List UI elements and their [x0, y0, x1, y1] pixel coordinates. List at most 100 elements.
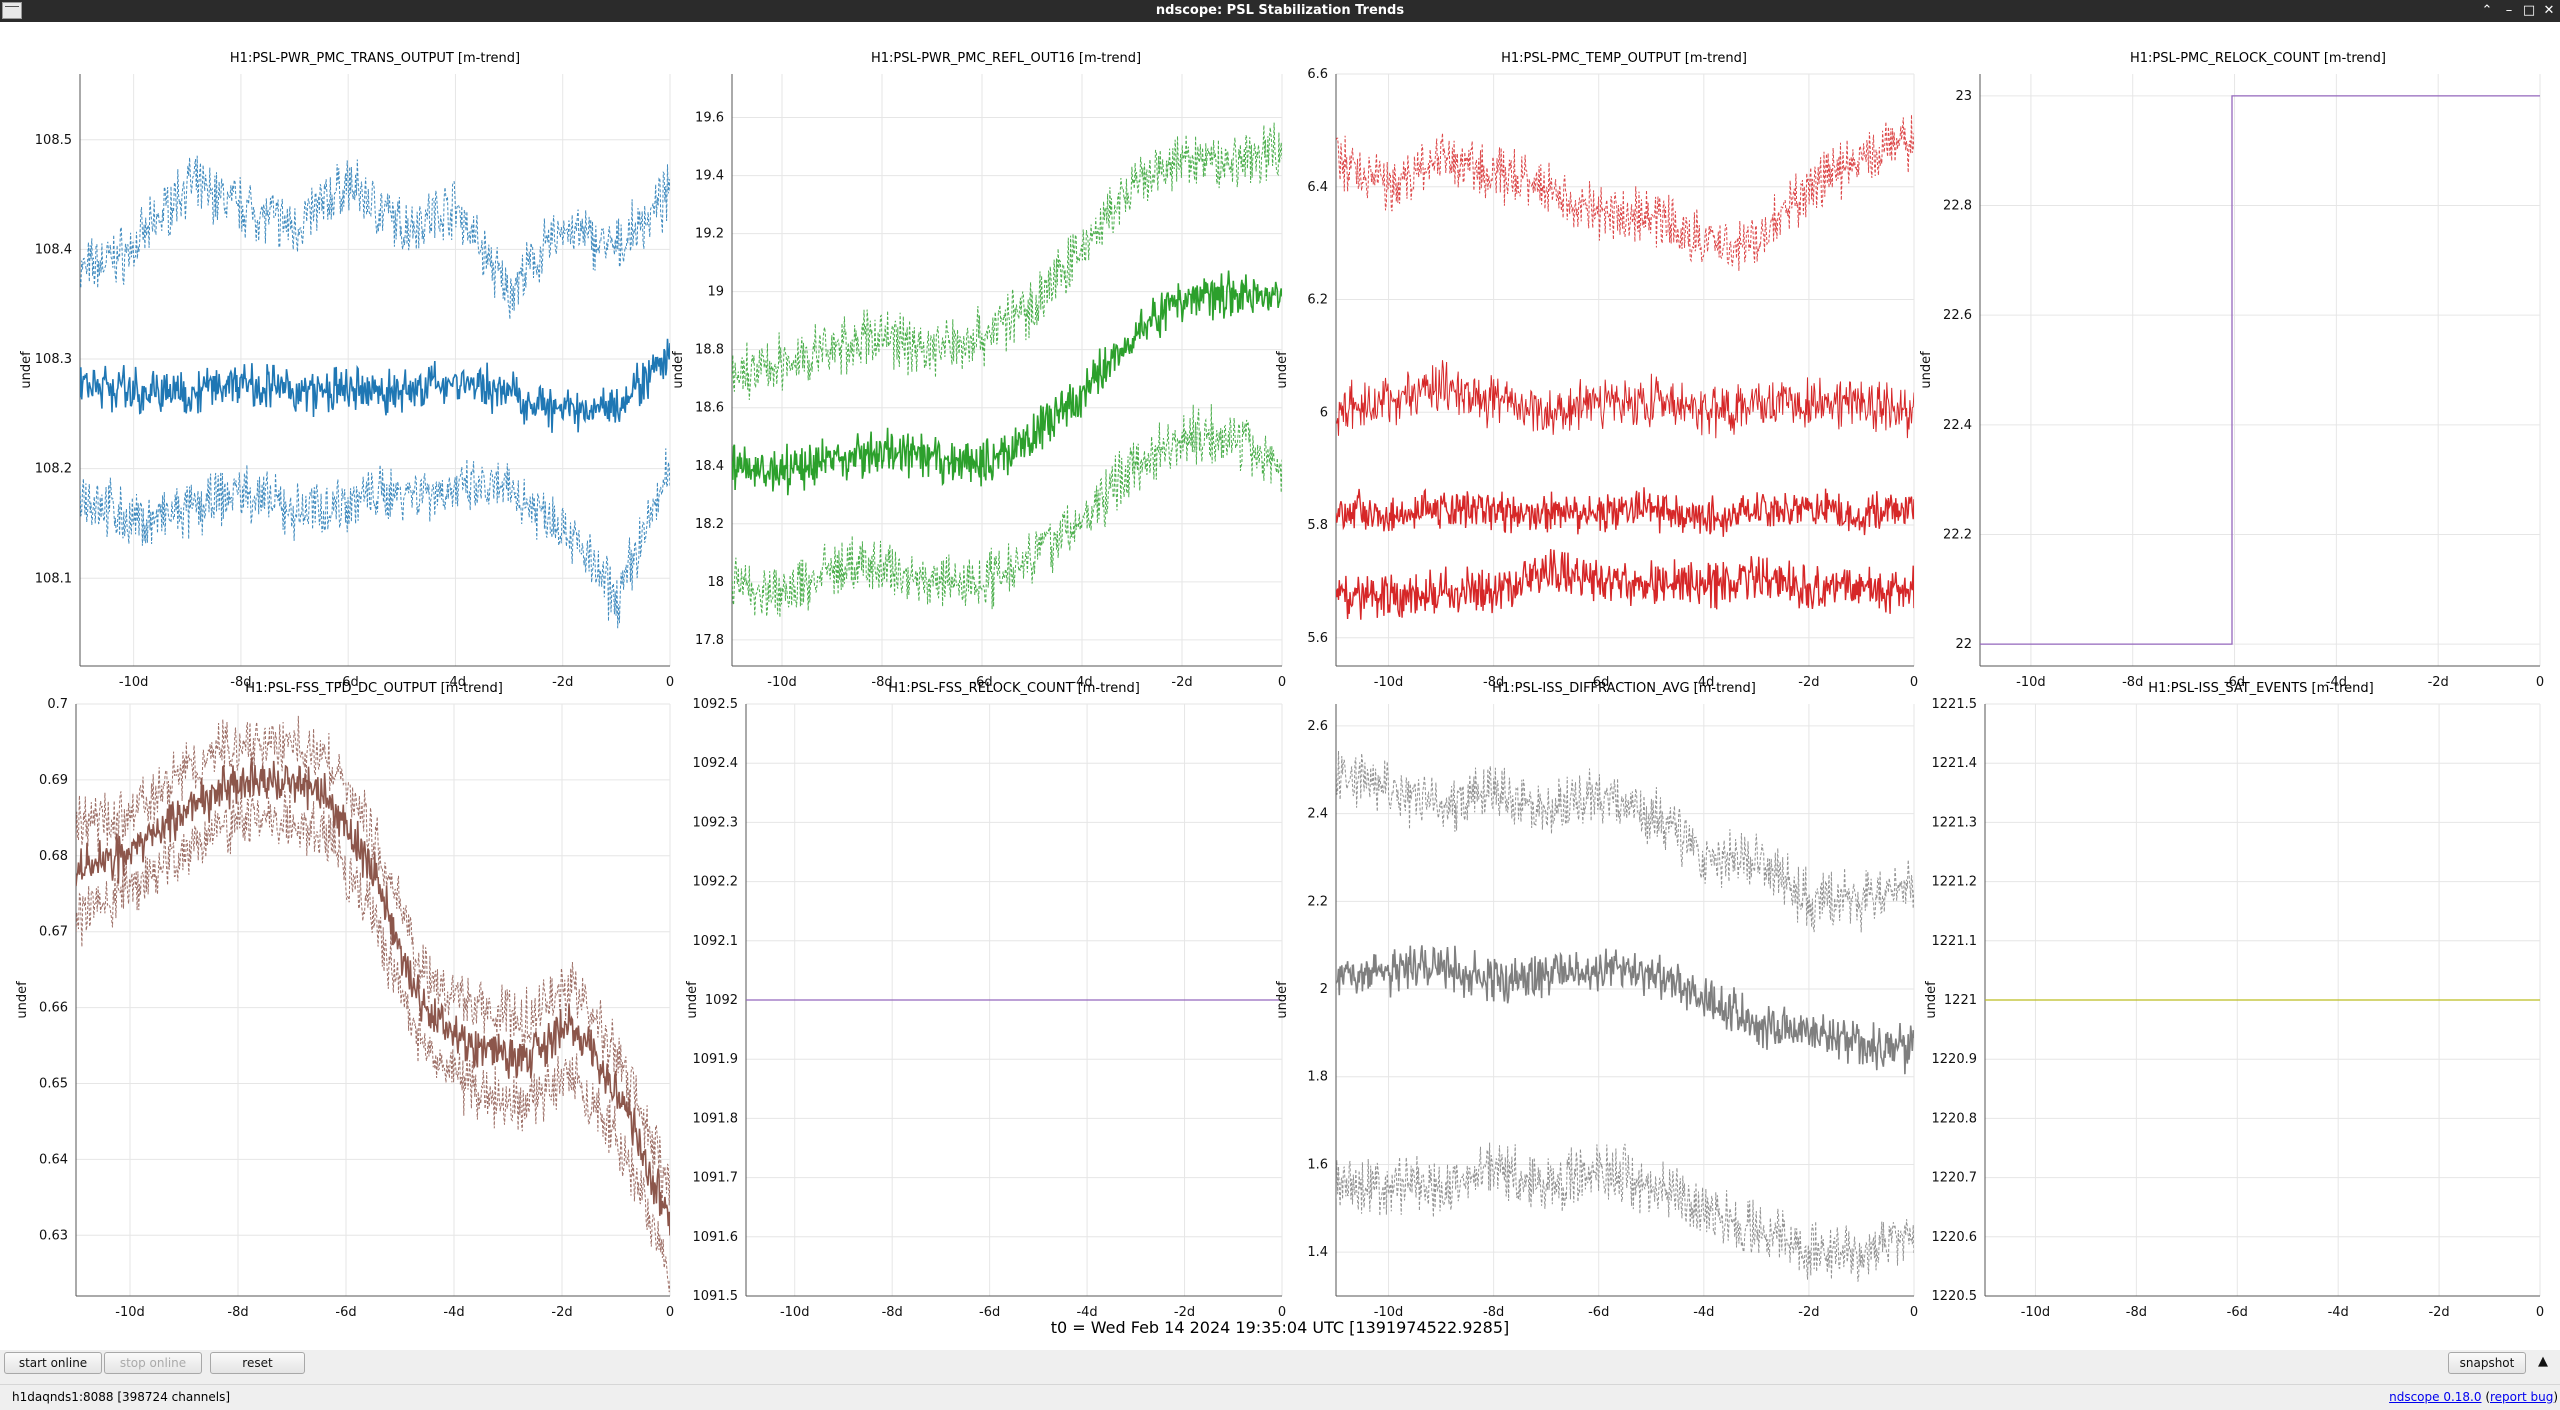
- y-tick-label: 1091.6: [693, 1230, 739, 1245]
- y-tick-label: 5.8: [1307, 518, 1328, 533]
- x-tick-label: -8d: [1483, 675, 1504, 690]
- plot-title: H1:PSL-PWR_PMC_TRANS_OUTPUT [m-trend]: [230, 51, 520, 66]
- y-axis-label: undef: [1275, 351, 1290, 389]
- reset-button[interactable]: reset: [210, 1352, 305, 1374]
- series-line: [80, 155, 670, 320]
- series-line: [1336, 945, 1914, 1075]
- x-tick-label: -6d: [971, 675, 992, 690]
- version-link[interactable]: ndscope 0.18.0: [2389, 1390, 2482, 1404]
- minimize-icon[interactable]: –: [2505, 3, 2513, 18]
- series-line: [1336, 549, 1914, 620]
- plot-panel[interactable]: H1:PSL-FSS_RELOCK_COUNT [m-trend] -10d -8d…: [685, 681, 1286, 1320]
- series-line: [76, 791, 670, 1293]
- y-tick-label: 1092.1: [693, 934, 739, 949]
- series-line: [1980, 95, 2540, 645]
- x-tick-label: -6d: [1588, 675, 1609, 690]
- app-icon: [2, 2, 22, 19]
- y-tick-label: 108.1: [35, 571, 72, 586]
- x-tick-label: 0: [2536, 1305, 2544, 1320]
- y-axis-label: undef: [671, 351, 686, 389]
- plot-grid[interactable]: H1:PSL-PWR_PMC_TRANS_OUTPUT [m-trend] -10…: [0, 22, 2560, 1350]
- x-tick-label: -2d: [551, 1305, 572, 1320]
- report-bug-link[interactable]: report bug: [2490, 1390, 2554, 1404]
- series-line: [1336, 487, 1914, 537]
- x-tick-label: -10d: [1374, 675, 1404, 690]
- y-tick-label: 1221.2: [1932, 875, 1978, 890]
- y-tick-label: 0.7: [47, 697, 68, 712]
- y-tick-label: 1.4: [1307, 1245, 1328, 1260]
- x-tick-label: -4d: [445, 675, 466, 690]
- plot-title: H1:PSL-ISS_DIFFRACTION_AVG [m-trend]: [1492, 681, 1756, 696]
- x-tick-label: 0: [1278, 675, 1286, 690]
- keep-above-icon[interactable]: ⌃: [2481, 3, 2493, 18]
- x-tick-label: -4d: [1693, 1305, 1714, 1320]
- y-tick-label: 1220.9: [1932, 1052, 1978, 1067]
- plot-title: H1:PSL-PMC_TEMP_OUTPUT [m-trend]: [1501, 51, 1747, 66]
- y-tick-label: 6.4: [1307, 180, 1328, 195]
- y-tick-label: 22.2: [1943, 527, 1972, 542]
- x-tick-label: -6d: [338, 675, 359, 690]
- x-tick-label: -4d: [1693, 675, 1714, 690]
- maximize-icon[interactable]: □: [2522, 3, 2536, 18]
- x-tick-label: -6d: [2224, 675, 2245, 690]
- y-tick-label: 108.5: [35, 133, 72, 148]
- y-tick-label: 0.63: [39, 1228, 68, 1243]
- plot-panel[interactable]: H1:PSL-FSS_TPD_DC_OUTPUT [m-trend] -10d -8…: [15, 681, 674, 1320]
- y-tick-label: 18: [707, 575, 724, 590]
- y-tick-label: 22.4: [1943, 418, 1972, 433]
- plot-title: H1:PSL-FSS_TPD_DC_OUTPUT [m-trend]: [245, 681, 503, 696]
- x-tick-label: 0: [2536, 675, 2544, 690]
- series-line: [80, 338, 670, 433]
- x-tick-label: -6d: [979, 1305, 1000, 1320]
- x-tick-label: -6d: [2227, 1305, 2248, 1320]
- status-bar: h1daqnds1:8088 [398724 channels] ndscope…: [0, 1384, 2560, 1410]
- x-tick-label: -8d: [882, 1305, 903, 1320]
- series-line: [1336, 360, 1914, 439]
- plot-panel[interactable]: H1:PSL-PWR_PMC_REFL_OUT16 [m-trend] -10d -…: [671, 51, 1286, 690]
- y-axis-label: undef: [1919, 351, 1934, 389]
- y-axis-label: undef: [1275, 981, 1290, 1019]
- y-tick-label: 1091.9: [693, 1052, 739, 1067]
- y-tick-label: 1.6: [1307, 1157, 1328, 1172]
- plot-title: H1:PSL-FSS_RELOCK_COUNT [m-trend]: [888, 681, 1140, 696]
- snapshot-button[interactable]: snapshot: [2448, 1352, 2526, 1374]
- y-tick-label: 1221.5: [1932, 697, 1978, 712]
- y-tick-label: 18.2: [695, 517, 724, 532]
- plot-panel[interactable]: H1:PSL-ISS_SAT_EVENTS [m-trend] -10d -8d -6…: [1924, 681, 2544, 1320]
- y-tick-label: 22.8: [1943, 199, 1972, 214]
- y-tick-label: 17.8: [695, 633, 724, 648]
- plots-canvas[interactable]: H1:PSL-PWR_PMC_TRANS_OUTPUT [m-trend] -10…: [0, 22, 2560, 1350]
- y-tick-label: 6: [1320, 405, 1328, 420]
- y-tick-label: 19.6: [695, 111, 724, 126]
- stop-online-button[interactable]: stop online: [104, 1352, 202, 1374]
- expand-panel-icon[interactable]: ▲: [2538, 1354, 2548, 1369]
- y-tick-label: 6.6: [1307, 67, 1328, 82]
- y-tick-label: 1092.3: [693, 815, 739, 830]
- y-tick-label: 22: [1955, 637, 1972, 652]
- y-tick-label: 1221: [1944, 993, 1977, 1008]
- x-tick-label: -2d: [552, 675, 573, 690]
- plot-panel[interactable]: H1:PSL-PWR_PMC_TRANS_OUTPUT [m-trend] -10…: [19, 51, 674, 690]
- y-tick-label: 23: [1955, 89, 1972, 104]
- plot-panel[interactable]: H1:PSL-PMC_RELOCK_COUNT [m-trend] -10d -8d…: [1919, 51, 2544, 690]
- y-tick-label: 6.2: [1307, 293, 1328, 308]
- x-tick-label: -8d: [227, 1305, 248, 1320]
- y-tick-label: 1092.2: [693, 875, 739, 890]
- x-tick-label: -8d: [2122, 675, 2143, 690]
- plot-panel[interactable]: H1:PSL-PMC_TEMP_OUTPUT [m-trend] -10d -8d -…: [1275, 51, 1918, 690]
- start-online-button[interactable]: start online: [4, 1352, 102, 1374]
- x-tick-label: 0: [1278, 1305, 1286, 1320]
- y-tick-label: 2.4: [1307, 807, 1328, 822]
- y-tick-label: 0.64: [39, 1152, 68, 1167]
- window-title: ndscope: PSL Stabilization Trends: [1155, 3, 1405, 18]
- y-tick-label: 1221.1: [1932, 934, 1978, 949]
- y-tick-label: 108.4: [35, 242, 72, 257]
- x-tick-label: -8d: [2126, 1305, 2147, 1320]
- close-icon[interactable]: ✕: [2543, 3, 2555, 18]
- t0-label: t0 = Wed Feb 14 2024 19:35:04 UTC [13919…: [1050, 1318, 1510, 1337]
- x-tick-label: 0: [1910, 675, 1918, 690]
- plot-panel[interactable]: H1:PSL-ISS_DIFFRACTION_AVG [m-trend] -10d…: [1275, 681, 1918, 1320]
- y-tick-label: 0.67: [39, 925, 68, 940]
- x-tick-label: -10d: [115, 1305, 145, 1320]
- series-line: [1336, 1142, 1914, 1282]
